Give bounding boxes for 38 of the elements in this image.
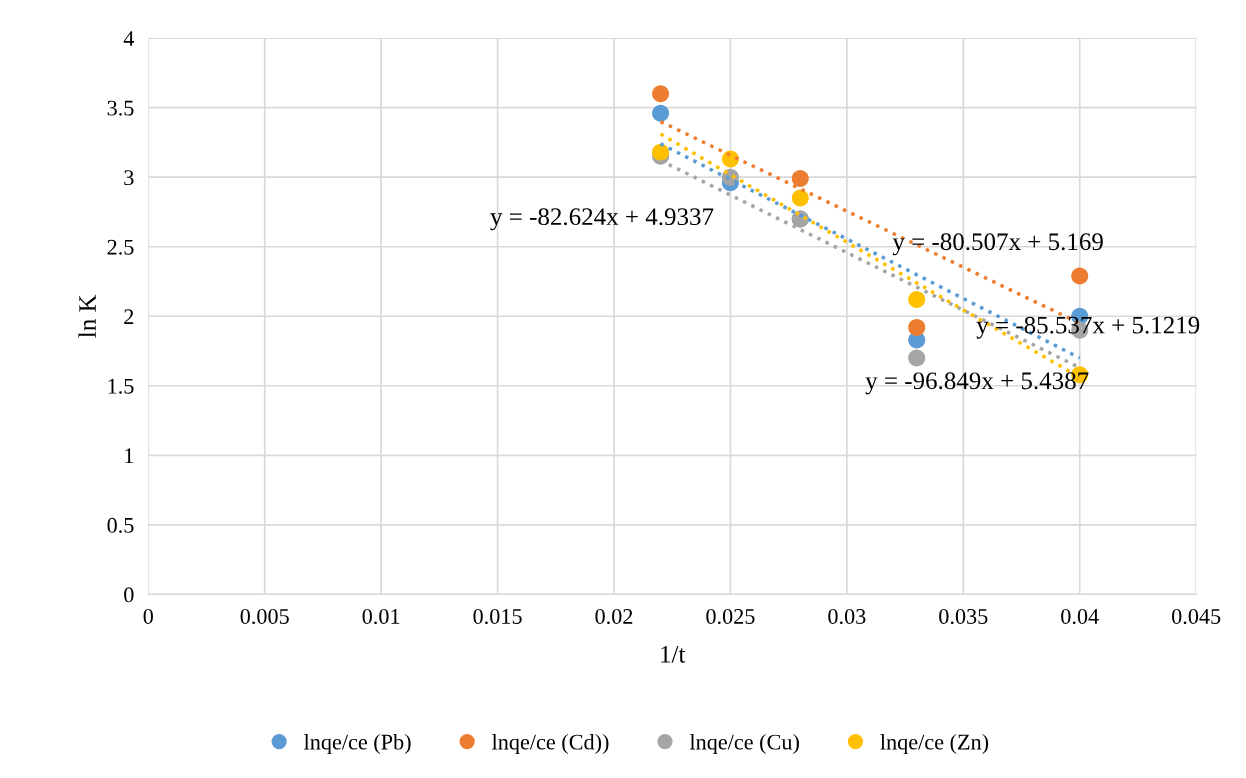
- x-tick-label: 0: [143, 608, 153, 624]
- y-tick-label: 0.5: [107, 517, 134, 533]
- x-tick-label: 0.04: [1061, 608, 1099, 625]
- point: [652, 104, 670, 122]
- annotation: y = -85.537x + 5.1219: [976, 316, 1200, 339]
- point: [1071, 267, 1089, 285]
- x-tick-label: 0.025: [706, 608, 755, 625]
- x-tick-label: 0.005: [240, 608, 289, 625]
- y-tick-label: 0: [124, 587, 134, 603]
- x-tick-label: 0.035: [939, 608, 988, 625]
- y-tick-label: 3: [124, 170, 134, 186]
- point: [908, 318, 926, 336]
- x-tick-label: 0.02: [595, 608, 633, 625]
- point: [652, 143, 670, 161]
- point: [791, 170, 809, 188]
- y-axis-title: ln K: [78, 294, 96, 338]
- legend-label: lnqe/ce (Cd)): [492, 733, 609, 755]
- point: [908, 291, 926, 309]
- y-tick-label: 1.5: [108, 378, 134, 394]
- legend-label: lnqe/ce (Pb): [304, 733, 411, 755]
- annotation: y = -82.624x + 4.9337: [490, 208, 714, 231]
- y-tick-label: 1: [125, 448, 134, 464]
- x-tick-label: 0.03: [828, 608, 866, 625]
- x-tick-label: 0.01: [362, 608, 400, 625]
- point: [652, 85, 670, 103]
- legend-label: lnqe/ce (Zn): [880, 733, 989, 755]
- y-tick-label: 2: [124, 309, 134, 324]
- point: [908, 349, 926, 367]
- y-tick-label: 4: [123, 31, 135, 46]
- x-tick-label: 0.045: [1172, 608, 1221, 625]
- x-tick-label: 0.015: [473, 608, 522, 625]
- x-axis-title: 1/t: [661, 645, 686, 663]
- legend-label: lnqe/ce (Cu): [689, 733, 799, 755]
- y-tick-label: 3.5: [107, 100, 134, 116]
- y-tick-label: 2.5: [107, 239, 134, 255]
- annotation: y = -80.507x + 5.169: [892, 233, 1103, 256]
- point: [791, 189, 809, 207]
- annotation: y = -96.849x + 5.4387: [865, 372, 1089, 395]
